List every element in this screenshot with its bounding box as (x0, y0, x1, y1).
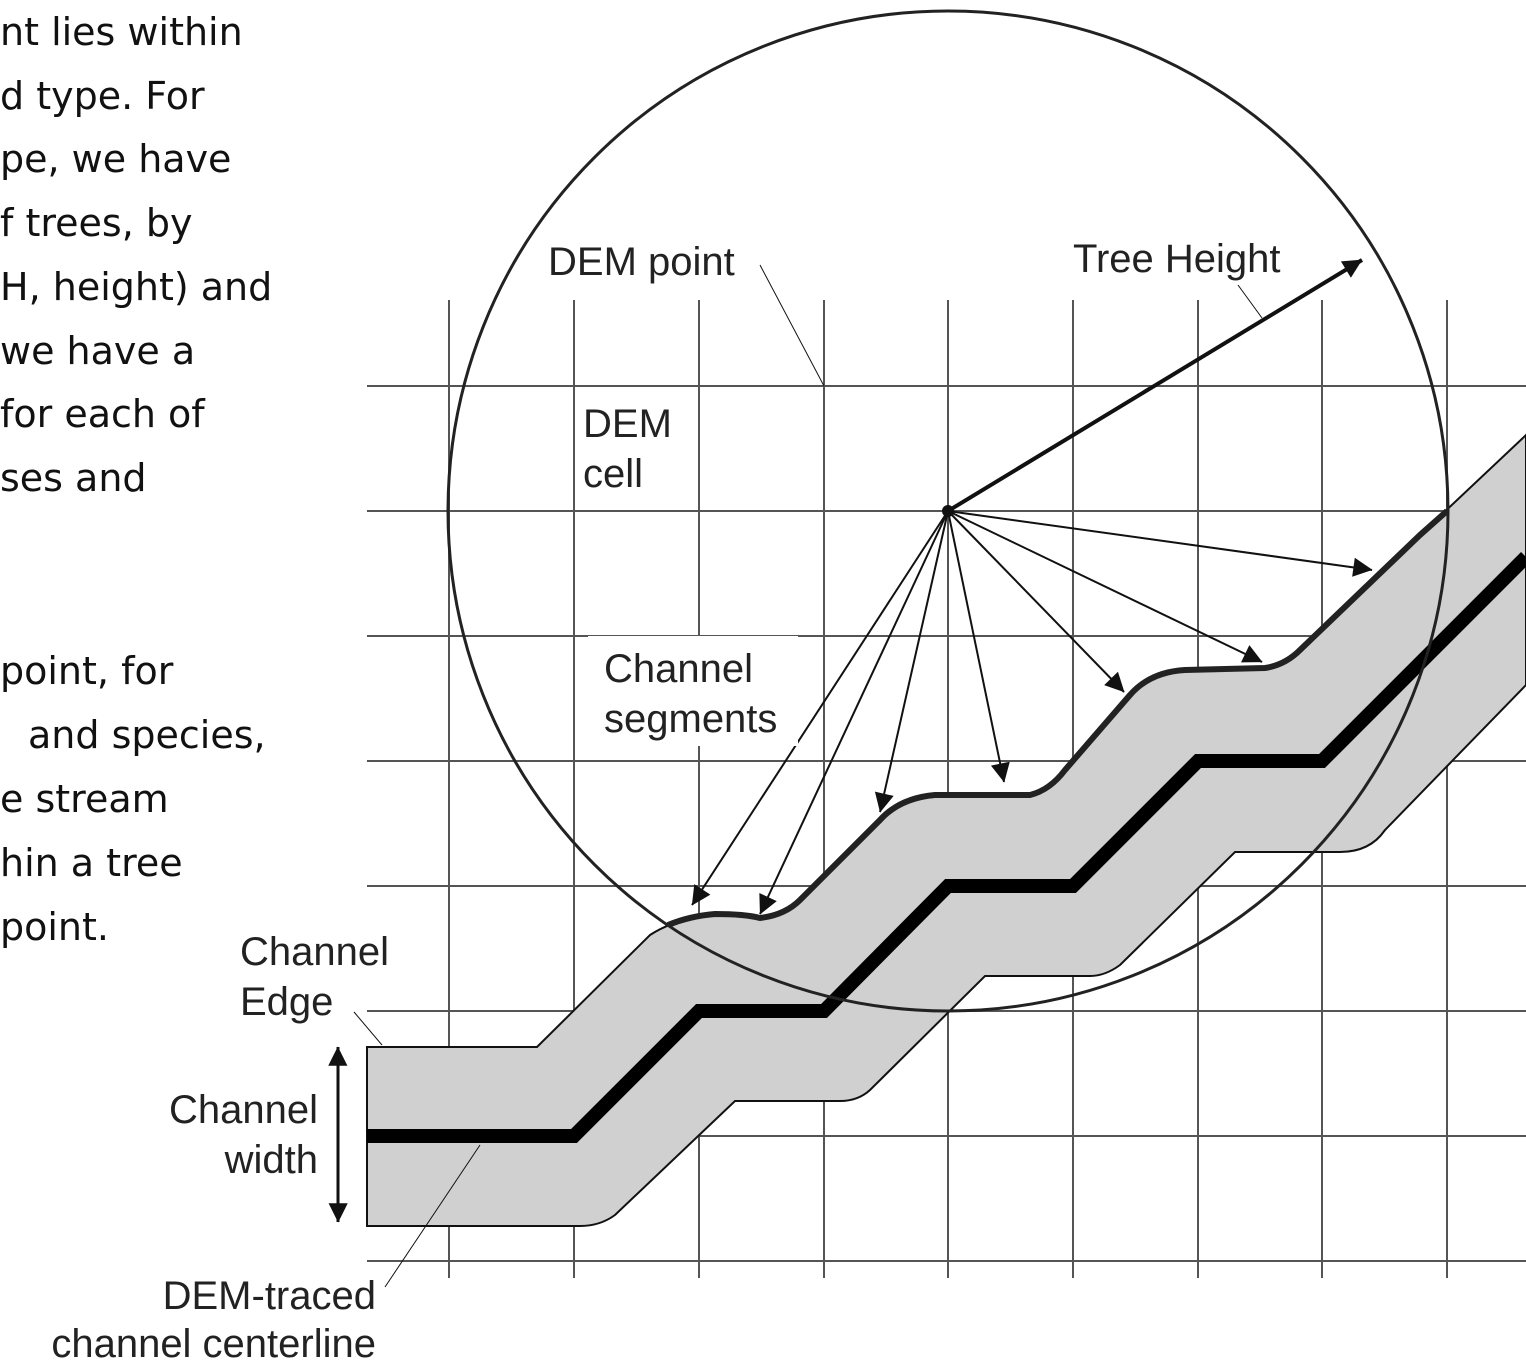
channel-band (366, 433, 1526, 1227)
label: Channel (604, 647, 753, 691)
body-text-line: hin a tree (0, 841, 183, 885)
arrows (328, 258, 1373, 1288)
leader (384, 1144, 481, 1288)
body-text-line: H, height) and (0, 265, 272, 309)
body-text-line: ses and (0, 456, 147, 500)
centerline (367, 552, 1526, 1143)
label: width (224, 1138, 318, 1182)
body-text-line: point. (0, 905, 109, 949)
leader (1237, 284, 1263, 319)
arrow (947, 510, 1263, 663)
label: DEM (583, 402, 672, 446)
arrow (691, 510, 949, 906)
body-text-line: e stream (0, 777, 169, 821)
label: Channel (240, 930, 389, 974)
tree-height-arrow (946, 258, 1364, 513)
body-text-line: d type. For (0, 74, 205, 118)
body-text-line: we have a (0, 329, 195, 373)
body-text-line: point, for (0, 649, 174, 693)
leader (353, 1011, 383, 1046)
label-bg (588, 636, 798, 746)
arrow (759, 510, 949, 915)
body-text-line: pe, we have (0, 137, 231, 181)
tree-height-circle (446, 9, 1450, 1013)
label: DEM-traced (163, 1274, 376, 1318)
body-text-line: and species, (28, 713, 266, 757)
arrow (947, 510, 1373, 577)
body-text-line: for each of (0, 392, 206, 436)
channel-edge-thick (666, 508, 1449, 928)
label: channel centerline (51, 1322, 376, 1363)
arrow (874, 510, 949, 813)
body-text-line: nt lies within (0, 10, 243, 54)
leader (759, 264, 825, 387)
arrow (947, 510, 1125, 693)
label: segments (604, 697, 777, 741)
arrow (947, 510, 1010, 783)
label: Tree Height (1073, 237, 1281, 281)
label: Edge (240, 980, 333, 1024)
label: Channel (169, 1088, 318, 1132)
label: cell (583, 452, 643, 496)
dem-point (942, 505, 954, 517)
body-text-line: f trees, by (0, 201, 192, 245)
label: DEM point (548, 240, 735, 284)
